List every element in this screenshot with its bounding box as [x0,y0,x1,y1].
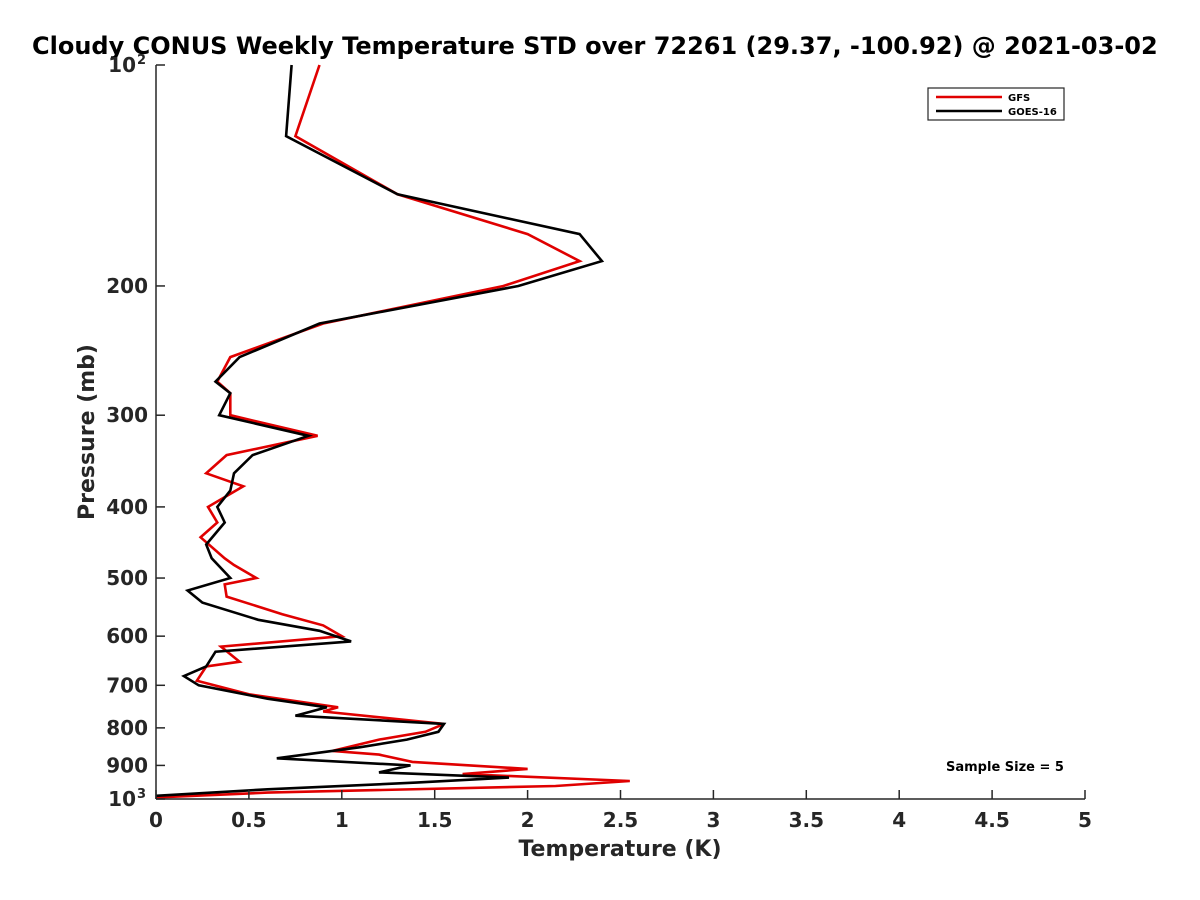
y-tick-base: 10 [108,787,136,811]
y-tick-exponent: 2 [137,53,146,68]
x-tick-label: 4 [892,808,906,832]
x-tick-label: 1.5 [417,808,452,832]
y-tick-label: 300 [106,403,148,427]
series-line-goes16 [155,64,605,798]
y-tick-exponent: 3 [137,787,146,802]
y-tick-label: 500 [106,566,148,590]
x-axis-ticks: 0 0.5 1 1.5 2 2.5 3 3.5 4 4.5 5 [149,790,1092,832]
legend: GFS GOES-16 [927,87,1065,121]
x-tick-label: 3.5 [789,808,824,832]
y-tick-label: 700 [106,673,148,697]
x-axis-label: Temperature (K) [518,837,721,862]
x-tick-label: 0 [149,808,163,832]
y-tick-label: 600 [106,624,148,648]
y-axis-label: Pressure (mb) [75,344,100,520]
x-tick-label: 4.5 [974,808,1009,832]
y-tick-label: 400 [106,495,148,519]
y-tick-label: 200 [106,274,148,298]
y-tick-label: 800 [106,716,148,740]
legend-label-gfs: GFS [1008,93,1030,104]
legend-box [927,87,1065,121]
x-tick-label: 1 [335,808,349,832]
x-tick-label: 2 [521,808,535,832]
x-tick-label: 0.5 [231,808,266,832]
sample-size-annotation: Sample Size = 5 [946,760,1064,775]
x-tick-label: 2.5 [603,808,638,832]
x-tick-label: 3 [706,808,720,832]
y-tick-label: 900 [106,753,148,777]
y-tick-label: 10 [108,787,136,811]
x-tick-label: 5 [1078,808,1092,832]
legend-label-goes16: GOES-16 [1008,107,1057,118]
plot-lines [155,64,630,799]
chart-title: Cloudy CONUS Weekly Temperature STD over… [32,32,1158,60]
y-tick-base: 10 [108,53,136,77]
y-tick-label: 10 [108,53,136,77]
series-line-gfs [155,64,630,799]
